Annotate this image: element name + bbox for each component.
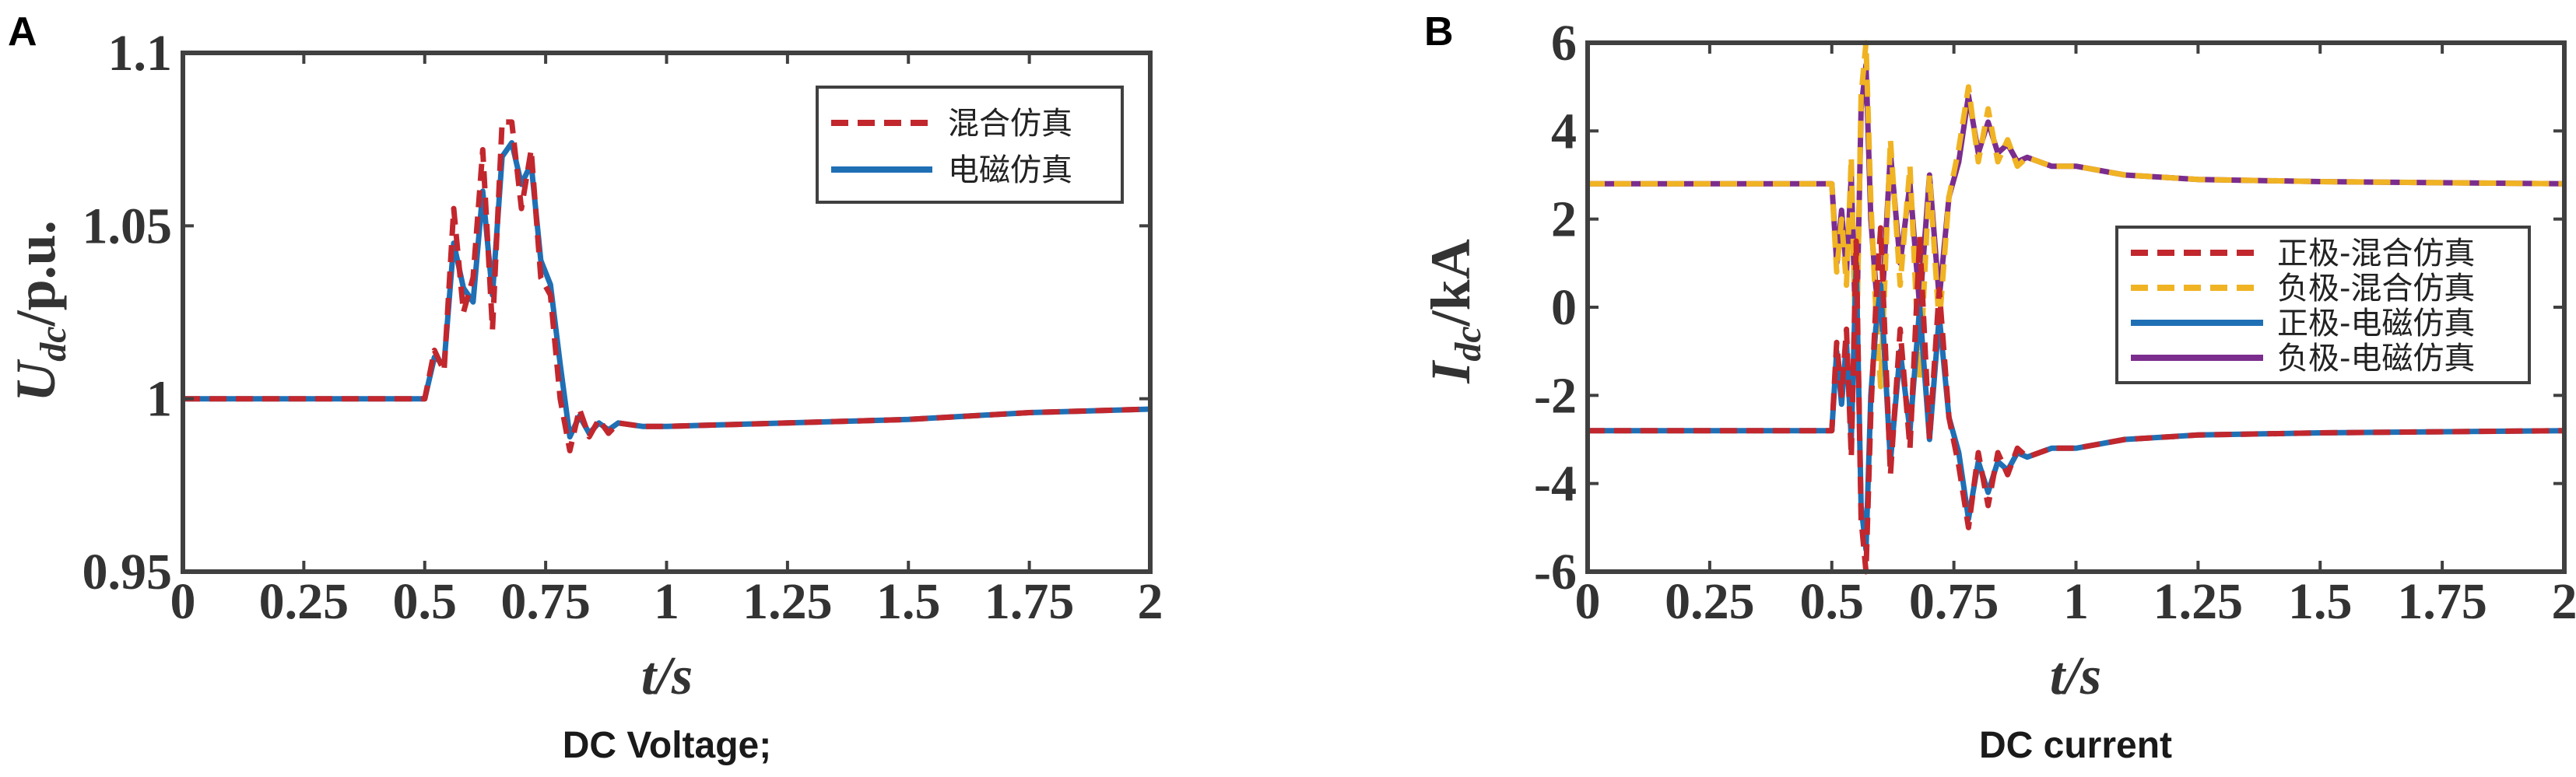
panel-b-xlabel: t/s: [2050, 646, 2101, 706]
panel-a: A 0 0.25 0.5 0.75 1 1.25 1.5 1.75 20.9511.051.1 …: [5, 9, 1163, 766]
panel-b-ylabel-unit: /kA: [1420, 239, 1482, 327]
y-tick-label-a-1: 1: [146, 371, 172, 428]
x-tick-label-b-8: 2: [2552, 573, 2576, 630]
y-tick-label-a-0: 0.95: [82, 544, 173, 600]
x-tick-label-a-8: 2: [1138, 573, 1163, 630]
legend-label-emt-a: 电磁仿真: [948, 152, 1072, 188]
y-tick-label-b-3: 0: [1551, 279, 1577, 336]
x-tick-label-b-1: 0.25: [1665, 573, 1755, 630]
y-tick-label-b-1: -4: [1534, 456, 1577, 513]
panel-a-ylabel-unit: /p.u.: [5, 220, 67, 327]
legend-label-pos-hybrid: 正极-混合仿真: [2277, 236, 2475, 271]
x-tick-label-a-5: 1.25: [742, 573, 833, 630]
y-tick-label-b-0: -6: [1534, 544, 1577, 600]
legend-label-hybrid-a: 混合仿真: [948, 106, 1072, 142]
x-tick-label-a-1: 0.25: [259, 573, 349, 630]
x-tick-label-a-0: 0: [170, 573, 196, 630]
x-tick-label-b-6: 1.5: [2288, 573, 2353, 630]
panel-b: B 0 0.25 0.5 0.75 1 1.25 1.5 1.75 2 -6 -4 -2 0 2 4 6 Id…: [1420, 9, 2576, 766]
panel-a-plot-lines: [183, 119, 1151, 453]
panel-b-letter: B: [1424, 9, 1454, 54]
x-tick-label-b-2: 0.5: [1800, 573, 1865, 630]
svg-text:Idc/kA: Idc/kA: [1420, 239, 1489, 383]
x-tick-label-a-2: 0.5: [393, 573, 458, 630]
x-tick-label-a-4: 1: [654, 573, 679, 630]
y-tick-label-b-4: 2: [1551, 191, 1577, 248]
panel-a-letter: A: [8, 9, 37, 54]
y-tick-label-b-5: 4: [1551, 103, 1577, 159]
legend-label-neg-hybrid: 负极-混合仿真: [2277, 271, 2475, 306]
panel-a-ticks: 0 0.25 0.5 0.75 1 1.25 1.5 1.75 2 0.95 1 1.05 1.1: [82, 25, 1163, 630]
series-line-b-3: [1588, 225, 2565, 575]
x-tick-label-b-5: 1.25: [2153, 573, 2244, 630]
x-tick-label-b-0: 0: [1575, 573, 1601, 630]
x-tick-label-b-3: 0.75: [1909, 573, 1999, 630]
panel-b-ticks: 0 0.25 0.5 0.75 1 1.25 1.5 1.75 2 -6 -4 -2 0 2 4 6: [1534, 15, 2576, 630]
y-tick-label-a-3: 1.1: [108, 25, 173, 82]
panel-b-ylabel: Idc/kA: [1420, 239, 1489, 383]
legend-label-pos-emt: 正极-电磁仿真: [2277, 306, 2475, 341]
x-tick-label-a-6: 1.5: [876, 573, 941, 630]
svg-text:Udc/p.u.: Udc/p.u.: [5, 220, 74, 401]
x-tick-label-a-7: 1.75: [984, 573, 1075, 630]
panel-a-ylabel-sub: dc: [33, 326, 74, 361]
series-line-b-1: [1588, 40, 2565, 390]
x-tick-label-a-3: 0.75: [500, 573, 591, 630]
y-tick-label-b-6: 6: [1551, 15, 1577, 72]
y-tick-label-b-2: -2: [1534, 367, 1577, 424]
panel-b-plot-lines: [1588, 40, 2565, 575]
panel-a-ylabel: Udc/p.u.: [5, 220, 74, 401]
y-tick-label-a-2: 1.05: [82, 198, 173, 254]
series-line-a-1: [183, 119, 1151, 453]
x-tick-label-b-4: 1: [2063, 573, 2089, 630]
panel-b-ylabel-main: I: [1420, 359, 1482, 384]
panel-a-ylabel-main: U: [5, 359, 67, 402]
panel-a-legend: 混合仿真 电磁仿真: [816, 86, 1124, 204]
x-tick-label-b-7: 1.75: [2397, 573, 2487, 630]
panel-b-legend: 正极-混合仿真 负极-混合仿真 正极-电磁仿真 负极-电磁仿真: [2115, 226, 2531, 384]
panel-b-ylabel-sub: dc: [1448, 326, 1489, 361]
panel-a-caption: DC Voltage;: [563, 725, 771, 766]
panel-a-xlabel: t/s: [641, 646, 693, 706]
panel-a-legend-box: [816, 86, 1124, 204]
legend-label-neg-emt: 负极-电磁仿真: [2277, 341, 2475, 376]
panel-b-caption: DC current: [1979, 725, 2172, 766]
